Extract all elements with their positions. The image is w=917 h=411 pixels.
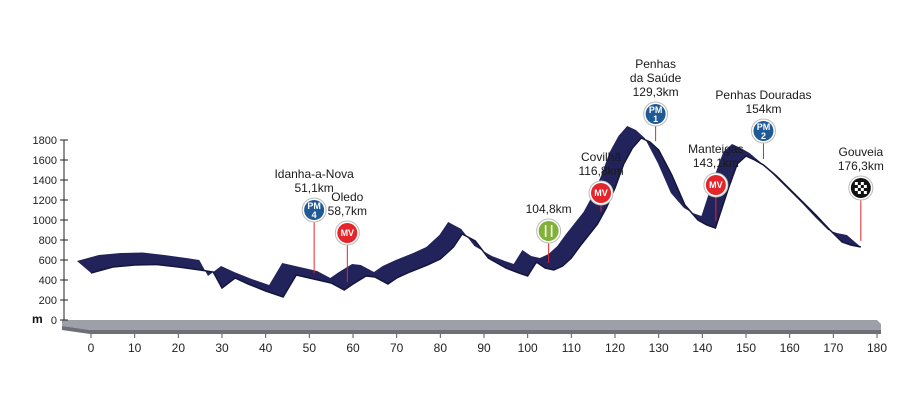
x-tick-label: 140 xyxy=(692,341,712,355)
chart-baseline-platform xyxy=(62,320,881,334)
x-tick-label: 30 xyxy=(215,341,229,355)
elevation-edge xyxy=(90,137,861,298)
x-tick-label: 160 xyxy=(780,341,800,355)
x-tick-label: 100 xyxy=(518,341,538,355)
annotation-label: Manteigas xyxy=(688,142,743,156)
x-tick-label: 10 xyxy=(128,341,142,355)
annotation-label: 129,3km xyxy=(633,85,679,99)
y-tick-label: 600 xyxy=(39,255,57,267)
annotation-label: 51,1km xyxy=(294,181,333,195)
mv-badge xyxy=(337,223,358,243)
checkered-flag-icon xyxy=(863,191,867,194)
elevation-ribbon xyxy=(77,126,861,297)
x-tick-label: 60 xyxy=(346,341,360,355)
mv-badge xyxy=(591,183,612,203)
badge-text: MV xyxy=(594,188,608,198)
x-tick-label: 180 xyxy=(867,341,887,355)
annotation-label: 143,1km xyxy=(693,156,739,170)
y-axis-unit-label: m xyxy=(32,312,43,326)
x-tick-label: 70 xyxy=(390,341,404,355)
y-tick-label: 1200 xyxy=(33,195,57,207)
y-tick-label: 200 xyxy=(39,295,57,307)
x-tick-label: 110 xyxy=(562,341,581,355)
annotation-feed: 104,8km xyxy=(526,202,572,263)
annotation-label: da Saúde xyxy=(630,71,682,85)
annotation-label: Covilhã xyxy=(581,150,621,164)
checkered-flag-icon xyxy=(863,185,867,188)
base-top-face xyxy=(62,320,881,330)
x-tick-label: 170 xyxy=(823,341,843,355)
y-tick-label: 1800 xyxy=(33,135,57,147)
y-tick-label: 1600 xyxy=(33,155,57,167)
x-tick-label: 90 xyxy=(477,341,491,355)
x-tick-label: 0 xyxy=(88,341,95,355)
pm-badge xyxy=(753,121,774,141)
badge-number: 4 xyxy=(312,210,317,220)
y-tick-label: 400 xyxy=(39,275,57,287)
checkered-flag-icon xyxy=(854,182,858,185)
badge-text: PM xyxy=(649,105,663,115)
pm-badge xyxy=(304,200,325,220)
annotation-label: 58,7km xyxy=(328,204,367,218)
base-front-edge xyxy=(90,330,881,334)
x-tick-label: 150 xyxy=(736,341,756,355)
annotation-label: Idanha-a-Nova xyxy=(274,167,354,181)
checkered-flag-icon xyxy=(857,191,861,194)
y-tick-label: 0 xyxy=(51,315,57,327)
y-tick-label: 800 xyxy=(39,235,57,247)
x-tick-label: 80 xyxy=(434,341,448,355)
annotation-label: 154km xyxy=(745,102,781,116)
x-tick-label: 130 xyxy=(649,341,669,355)
y-tick-label: 1000 xyxy=(33,215,57,227)
annotation-label: 176,3km xyxy=(838,159,884,173)
y-axis: 0 200 400 600 800 1000 1200 1400 1600 1800 xyxy=(33,135,68,327)
annotation-label: 116,8km xyxy=(578,164,623,178)
x-tick-label: 50 xyxy=(303,341,317,355)
badge-text: MV xyxy=(709,180,723,190)
mv-badge xyxy=(705,175,726,195)
badge-number: 1 xyxy=(653,114,658,124)
feed-badge xyxy=(538,221,559,241)
checkered-flag-icon xyxy=(857,185,861,188)
badge-text: PM xyxy=(757,122,771,132)
checkered-flag-icon xyxy=(860,182,864,185)
annotation-label: Gouveia xyxy=(838,145,883,159)
badge-number: 2 xyxy=(761,131,766,141)
x-tick-label: 40 xyxy=(259,341,273,355)
x-axis: 0 10 20 30 40 50 60 70 80 90 100 110 120 130 140 150 160… xyxy=(88,334,887,355)
annotation-label: Penhas Douradas xyxy=(715,88,811,102)
badge-text: PM xyxy=(307,201,321,211)
y-tick-label: 1400 xyxy=(33,175,57,187)
annotation-label: Penhas xyxy=(635,57,676,71)
base-left-edge xyxy=(62,326,90,334)
checkered-flag-icon xyxy=(854,188,858,191)
annotation-label: 104,8km xyxy=(526,202,572,216)
x-tick-label: 20 xyxy=(172,341,186,355)
pm-badge xyxy=(645,104,666,124)
checkered-flag-icon xyxy=(860,188,864,191)
badge-text: MV xyxy=(341,228,355,238)
elevation-profile xyxy=(77,126,861,298)
x-tick-label: 120 xyxy=(605,341,625,355)
annotation-label: Oledo xyxy=(331,190,363,204)
